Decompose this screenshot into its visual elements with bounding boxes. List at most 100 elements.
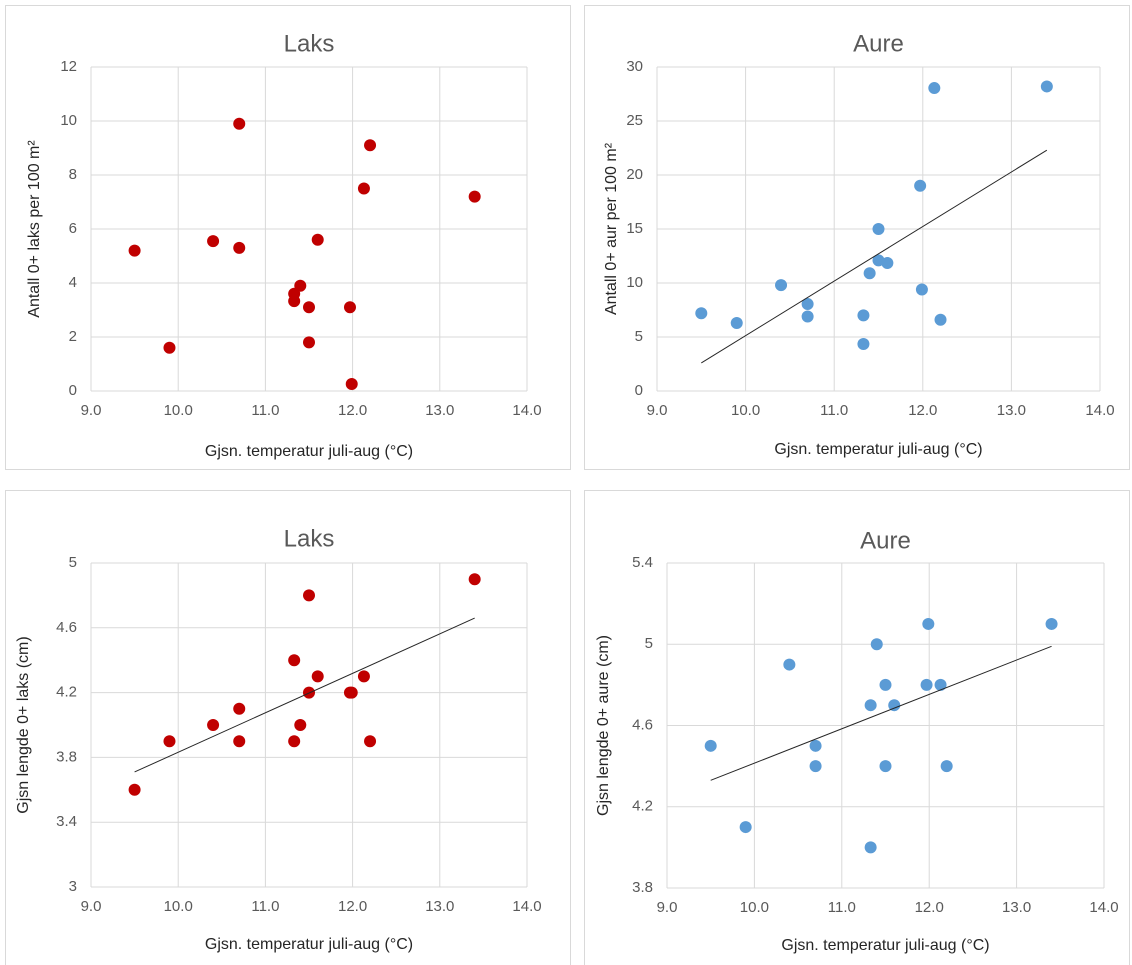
y-axis-label: Gjsn lengde 0+ aure (cm)	[595, 635, 612, 816]
chart-title: Aure	[860, 527, 911, 554]
x-tick-label: 13.0	[997, 402, 1026, 419]
scatter-point	[864, 699, 877, 712]
x-tick-label: 14.0	[512, 402, 541, 419]
scatter-point	[288, 295, 301, 308]
y-tick-label: 5	[69, 554, 77, 571]
x-tick-label: 10.0	[731, 402, 760, 419]
scatter-point	[207, 719, 220, 731]
scatter-point	[294, 279, 307, 292]
scatter-point	[857, 309, 870, 322]
scatter-point	[915, 283, 928, 296]
y-tick-label: 4	[69, 274, 77, 291]
scatter-point	[739, 821, 752, 834]
scatter-point	[343, 301, 356, 314]
y-tick-label: 25	[626, 112, 643, 129]
x-tick-label: 14.0	[512, 898, 541, 915]
scatter-point	[704, 739, 717, 752]
scatter-point	[468, 190, 481, 203]
scatter-point	[864, 841, 877, 854]
y-tick-label: 4.2	[56, 684, 77, 701]
scatter-point	[783, 658, 796, 671]
panel-frame	[5, 490, 571, 965]
x-tick-label: 11.0	[251, 402, 279, 419]
x-tick-label: 9.0	[81, 898, 102, 915]
scatter-point	[357, 670, 370, 683]
y-tick-label: 15	[626, 220, 643, 237]
x-tick-label: 9.0	[657, 899, 678, 916]
x-tick-label: 12.0	[908, 402, 937, 419]
x-tick-label: 10.0	[740, 899, 769, 916]
y-tick-label: 8	[69, 166, 77, 183]
x-tick-label: 12.0	[338, 402, 367, 419]
scatter-point	[888, 699, 901, 712]
x-tick-label: 12.0	[915, 899, 944, 916]
y-tick-label: 0	[69, 382, 77, 399]
y-axis-label: Antall 0+ aur per 100 m²	[603, 142, 620, 315]
x-axis-label: Gjsn. temperatur juli-aug (°C)	[774, 441, 982, 458]
scatter-point	[303, 589, 315, 602]
scatter-point	[863, 267, 876, 280]
y-tick-label: 4.6	[56, 619, 77, 636]
x-tick-label: 13.0	[425, 898, 454, 915]
scatter-point	[914, 179, 927, 192]
panel-frame	[5, 5, 571, 470]
trendline	[134, 617, 475, 773]
scatter-point	[1045, 617, 1058, 630]
scatter-point	[775, 279, 788, 292]
scatter-point	[801, 310, 814, 323]
scatter-point	[934, 678, 947, 691]
panel-frame	[584, 5, 1130, 470]
y-tick-label: 3.8	[632, 879, 653, 896]
y-tick-label: 4.6	[632, 716, 653, 733]
scatter-point	[934, 313, 947, 326]
chart-title: Aure	[853, 30, 904, 57]
scatter-point	[809, 739, 822, 752]
scatter-point	[730, 316, 743, 329]
y-tick-label: 6	[69, 220, 77, 237]
scatter-point	[879, 678, 892, 691]
scatter-point	[872, 223, 885, 235]
scatter-point	[128, 783, 141, 796]
y-tick-label: 5	[645, 635, 653, 652]
scatter-point	[163, 341, 176, 354]
scatter-point	[128, 244, 141, 257]
scatter-point	[311, 670, 324, 683]
scatter-point	[311, 233, 324, 246]
scatter-point	[233, 241, 246, 254]
y-tick-label: 20	[626, 166, 643, 183]
scatter-point	[345, 377, 358, 390]
scatter-point	[233, 117, 246, 130]
scatter-point	[940, 760, 953, 773]
y-tick-label: 5.4	[632, 554, 653, 571]
scatter-point	[879, 760, 892, 773]
scatter-point	[809, 760, 822, 773]
x-tick-label: 10.0	[164, 402, 193, 419]
x-axis-label: Gjsn. temperatur juli-aug (°C)	[781, 937, 989, 954]
chart-title: Laks	[284, 525, 335, 552]
y-tick-label: 0	[635, 382, 643, 399]
scatter-point	[233, 702, 246, 715]
chart-title: Laks	[284, 30, 335, 57]
y-tick-label: 10	[626, 274, 643, 291]
x-tick-label: 13.0	[1002, 899, 1031, 916]
scatter-point	[881, 257, 894, 270]
trendline	[701, 149, 1048, 364]
scatter-point	[163, 735, 176, 748]
scatter-point	[928, 82, 941, 95]
y-tick-label: 4.2	[632, 798, 653, 815]
x-tick-label: 12.0	[338, 898, 367, 915]
panel-frame	[584, 490, 1130, 965]
scatter-point	[870, 638, 883, 651]
scatter-point	[207, 235, 220, 248]
scatter-point	[345, 686, 358, 699]
scatter-point	[1040, 80, 1053, 93]
y-tick-label: 10	[60, 112, 77, 129]
y-axis-label: Antall 0+ laks per 100 m²	[26, 140, 43, 318]
scatter-point	[468, 573, 481, 586]
x-tick-label: 13.0	[425, 402, 454, 419]
scatter-point	[695, 307, 708, 320]
x-tick-label: 9.0	[81, 402, 102, 419]
x-tick-label: 14.0	[1085, 402, 1114, 419]
y-tick-label: 12	[60, 58, 77, 75]
